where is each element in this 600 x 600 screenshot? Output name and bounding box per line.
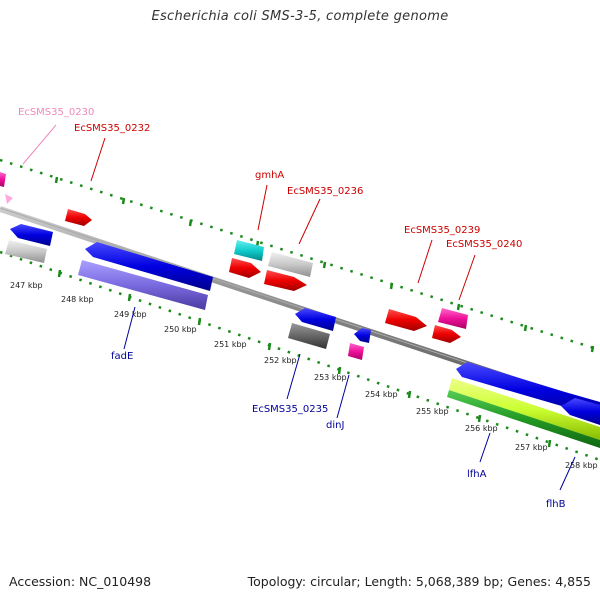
label-ecsms35-0239[interactable]: EcSMS35_0239 bbox=[404, 225, 480, 236]
gene-ecsms35-0239[interactable] bbox=[385, 309, 427, 331]
gene-ecsms35-0240[interactable] bbox=[438, 308, 468, 329]
leader-fade bbox=[123, 306, 136, 350]
scale-label: 258 kbp bbox=[565, 461, 598, 470]
gene-ecsms35-0240-companion[interactable] bbox=[432, 325, 461, 343]
leader-ecsms35-0240 bbox=[458, 254, 476, 301]
gene-reverse-c[interactable] bbox=[85, 242, 213, 291]
label-fade[interactable]: fadE bbox=[111, 351, 133, 362]
leader-gmha bbox=[257, 184, 268, 231]
label-ecsms35-0236[interactable]: EcSMS35_0236 bbox=[287, 186, 363, 197]
scale-label: 253 kbp bbox=[314, 373, 347, 382]
gene-ecsms35-0230-tip[interactable] bbox=[5, 194, 13, 204]
gene-reverse-f[interactable] bbox=[456, 362, 600, 418]
gene-ecsms35-0235[interactable] bbox=[288, 323, 330, 349]
leader-ecsms35-0239 bbox=[417, 239, 433, 284]
scale-label: 249 kbp bbox=[114, 310, 147, 319]
label-gmha[interactable]: gmhA bbox=[255, 170, 284, 181]
leader-lfha bbox=[479, 432, 491, 463]
leader-ecsms35-0236 bbox=[298, 198, 321, 245]
scale-label: 256 kbp bbox=[465, 424, 498, 433]
label-ecsms35-0240[interactable]: EcSMS35_0240 bbox=[446, 239, 522, 250]
gene-ecsms35-0232[interactable] bbox=[65, 209, 92, 226]
scale-label: 247 kbp bbox=[10, 281, 43, 290]
gene-ecsms35-0236[interactable] bbox=[268, 252, 313, 277]
leader-flhb bbox=[559, 456, 576, 491]
gene-gmha-companion[interactable] bbox=[229, 258, 261, 278]
label-ecsms35-0232[interactable]: EcSMS35_0232 bbox=[74, 123, 150, 134]
lower-dotted-ring bbox=[0, 250, 600, 462]
scale-label: 248 kbp bbox=[61, 295, 94, 304]
label-ecsms35-0230[interactable]: EcSMS35_0230 bbox=[18, 107, 94, 118]
scale-label: 255 kbp bbox=[416, 407, 449, 416]
accession-text: Accession: NC_010498 bbox=[9, 574, 152, 589]
label-flhb[interactable]: flhB bbox=[546, 499, 566, 510]
gene-reverse-a[interactable] bbox=[10, 224, 53, 246]
gene-reverse-e[interactable] bbox=[354, 328, 371, 343]
label-lfha[interactable]: lfhA bbox=[467, 469, 487, 480]
scale-label: 257 kbp bbox=[515, 443, 548, 452]
gene-reverse-g[interactable] bbox=[561, 398, 600, 425]
gene-fade[interactable] bbox=[78, 260, 208, 310]
scale-label: 250 kbp bbox=[164, 325, 197, 334]
map-title: Escherichia coli SMS-3-5, complete genom… bbox=[151, 9, 449, 24]
scale-label: 251 kbp bbox=[214, 340, 247, 349]
gene-reverse-d[interactable] bbox=[295, 308, 336, 331]
label-ecsms35-0235[interactable]: EcSMS35_0235 bbox=[252, 404, 328, 415]
leader-ecsms35-0232 bbox=[90, 137, 106, 182]
leader-dinj bbox=[336, 374, 350, 419]
scale-label: 252 kbp bbox=[264, 356, 297, 365]
leader-ecsms35-0235 bbox=[286, 353, 301, 400]
gene-dinj[interactable] bbox=[348, 343, 364, 360]
scale-label: 254 kbp bbox=[365, 390, 398, 399]
leader-ecsms35-0230 bbox=[22, 124, 57, 165]
lower-ticks bbox=[57, 269, 552, 448]
gene-reverse-b[interactable] bbox=[5, 240, 47, 263]
gene-ecsms35-0230[interactable] bbox=[0, 172, 6, 187]
genome-stats-text: Topology: circular; Length: 5,068,389 bp… bbox=[247, 574, 591, 589]
gene-gmha[interactable] bbox=[234, 240, 264, 261]
gene-ecsms35-0236-companion[interactable] bbox=[264, 270, 307, 291]
gene-flhb[interactable] bbox=[447, 390, 600, 448]
gene-lfha[interactable] bbox=[449, 378, 600, 440]
label-dinj[interactable]: dinJ bbox=[326, 420, 344, 431]
upper-ticks bbox=[54, 176, 595, 353]
